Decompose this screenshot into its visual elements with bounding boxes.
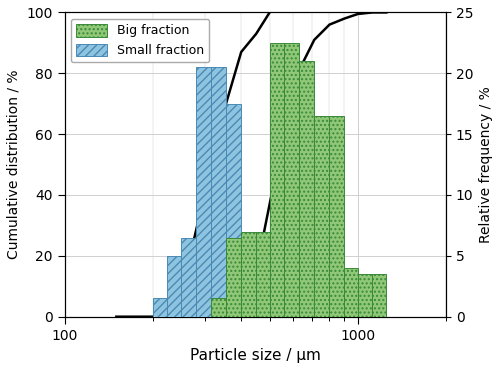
Bar (153, 299, 168, 317)
Bar (358, 274, 372, 317)
Bar (196, 67, 211, 317)
Bar (168, 256, 181, 317)
Bar (270, 43, 284, 317)
Bar (211, 67, 226, 317)
Y-axis label: Cumulative distribution / %: Cumulative distribution / % (7, 70, 21, 259)
Bar (241, 244, 256, 317)
Bar (330, 116, 344, 317)
Y-axis label: Relative frequency / %: Relative frequency / % (479, 86, 493, 243)
Legend: Big fraction, Small fraction: Big fraction, Small fraction (71, 19, 210, 62)
Bar (299, 61, 314, 317)
Bar (241, 232, 256, 317)
Bar (226, 238, 241, 317)
Bar (372, 274, 386, 317)
Bar (344, 268, 358, 317)
Bar (211, 299, 226, 317)
Bar (182, 238, 196, 317)
X-axis label: Particle size / μm: Particle size / μm (190, 348, 321, 363)
Bar (226, 104, 241, 317)
Bar (256, 232, 270, 317)
Bar (314, 116, 330, 317)
Bar (284, 43, 299, 317)
